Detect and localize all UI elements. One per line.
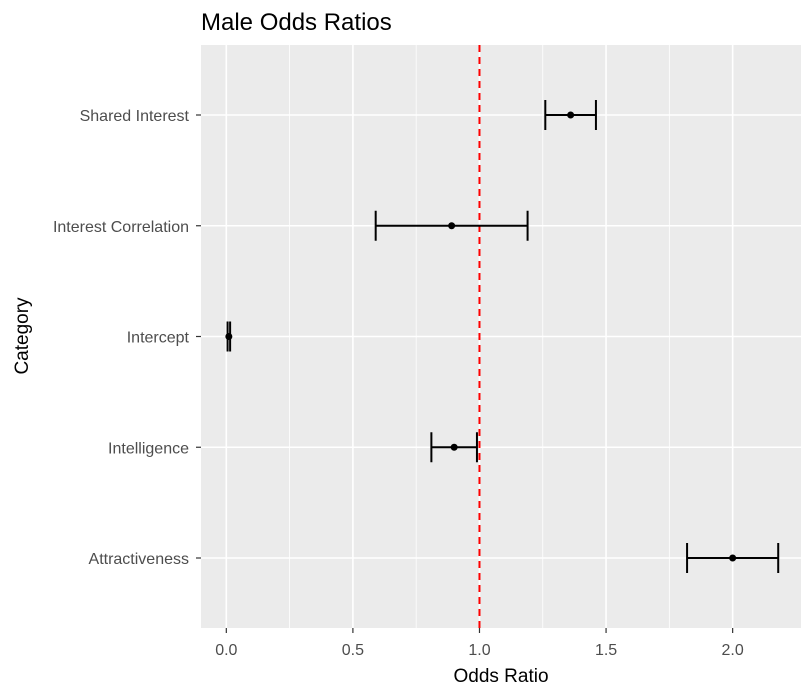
x-tick-label: 1.0 [468, 642, 490, 659]
series-layer [225, 100, 780, 573]
x-tick-label: 1.5 [595, 642, 617, 659]
y-axis-title: Category [12, 297, 33, 375]
error-bar-shared-interest [544, 100, 597, 130]
estimate-point [448, 222, 456, 230]
error-bar-attractiveness [686, 543, 780, 573]
error-bar-intelligence [430, 432, 478, 463]
estimate-point [225, 333, 233, 340]
y-tick-label: Attractiveness [89, 551, 189, 568]
x-axis-title: Odds Ratio [453, 666, 548, 687]
y-axis: Shared Interest Interest Correlation Inter… [53, 108, 201, 568]
y-tick-label: Intercept [127, 330, 190, 347]
x-axis: 0.0 0.5 1.0 1.5 2.0 [215, 628, 744, 659]
chart-title: Male Odds Ratios [201, 9, 392, 36]
error-bar-intercept [225, 321, 233, 352]
error-bar-interest-correlation [374, 210, 529, 241]
y-tick-label: Interest Correlation [53, 219, 189, 236]
y-tick-label: Shared Interest [80, 108, 190, 125]
estimate-point [450, 443, 458, 451]
y-tick-label: Intelligence [108, 440, 189, 457]
estimate-point [567, 111, 575, 119]
x-tick-label: 0.5 [342, 642, 364, 659]
x-tick-label: 2.0 [722, 642, 744, 659]
estimate-point [729, 554, 737, 562]
x-tick-label: 0.0 [215, 642, 237, 659]
